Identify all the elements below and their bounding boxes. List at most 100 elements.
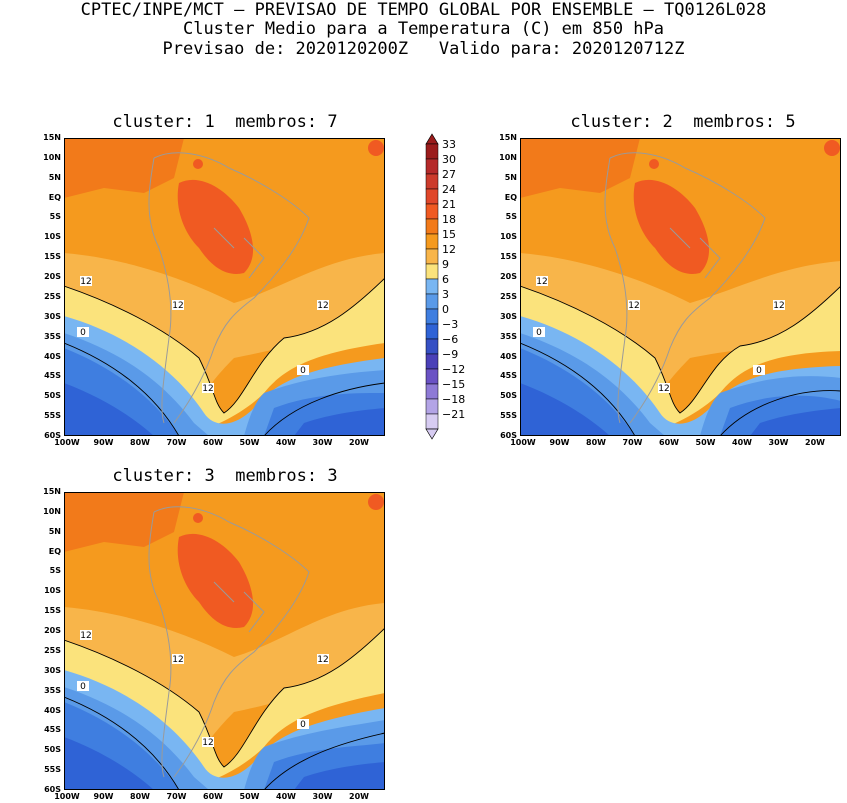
lat-tick-label: 40S [44,705,61,715]
contour-label-bg [317,654,329,664]
lon-tick-label: 90W [93,792,114,801]
lon-tick-label: 80W [586,438,606,447]
contour-0-west [64,342,180,436]
colorbar-swatch [425,398,439,415]
lat-tick-label: 30S [44,665,61,675]
lon-tick-label: 80W [130,438,150,447]
colorbar-level-label: 12 [442,243,456,256]
map-frame [64,492,385,790]
lat-tick-label: 50S [44,745,61,755]
colorbar: 33 30 27 24 21 18 15 12 9 6 3 0 −3 −6 −9 −12 −15 −18 −21 [424,132,484,442]
lat-tick-label: 35S [44,685,61,695]
panel-1-title: cluster: 1 membros: 7 [112,112,338,132]
colorbar-level-label: 30 [442,153,456,166]
lat-tick-label: 15S [44,252,61,262]
lat-tick-label: 5N [48,172,61,182]
lon-tick-label: 100W [54,438,80,447]
contour-0-east [263,382,385,436]
lat-tick-label: 25S [44,291,61,301]
contour-label: 12 [628,301,639,311]
contour-label: 12 [80,631,91,641]
band-21-24 [177,179,254,274]
lat-tick-label: 10S [44,232,61,242]
contour-label: 0 [536,328,542,338]
lat-tick-label: 25S [44,645,61,655]
lon-tick-label: 20W [349,438,369,447]
colorbar-swatch [425,368,439,385]
contour-label: 12 [202,738,213,748]
contour-label: 12 [773,301,784,311]
lon-tick-label: 30W [312,438,333,447]
band-12-15 [64,603,385,762]
lon-tick-label: 20W [349,792,369,801]
band-12-15 [520,253,841,408]
contour-label-bg [658,383,670,393]
band-0-3 [64,702,385,790]
contour-label: 12 [317,655,328,665]
contour-0-east [263,732,385,790]
lon-tick-label: 100W [510,438,536,447]
colorbar-swatch [425,218,439,235]
band-21-24 [177,533,254,628]
lon-tick-label: 90W [93,438,114,447]
contour-label-bg [533,327,545,337]
header-line-3: Previsao de: 2020120200Z Valido para: 20… [162,39,685,59]
colorbar-swatch [425,188,439,205]
band-minus3-0 [520,383,841,436]
contour-0-east [719,390,841,436]
colorbar-swatch [425,233,439,250]
contour-12 [64,277,385,414]
lon-tick-label: 100W [54,792,80,801]
lat-tick-label: EQ [504,192,517,202]
contour-label: 0 [756,366,762,376]
colorbar-swatch [425,413,439,430]
colorbar-level-label: −9 [442,348,459,361]
colorbar-level-label: 18 [442,213,456,226]
lat-tick-label: 60S [44,431,61,440]
lat-tick-label: EQ [48,546,61,556]
colorbar-swatch [425,383,439,400]
colorbar-level-label: −18 [442,393,466,406]
contour-label-bg [773,300,785,310]
band-0-3 [520,348,841,436]
lat-tick-label: 20S [44,272,61,282]
contour-label-bg [80,630,92,640]
lat-tick-label: 40S [500,351,517,361]
contour-label-bg [753,365,765,375]
panel-3-title: cluster: 3 membros: 3 [112,466,338,486]
band-18-21-north [520,138,640,198]
colorbar-level-label: 24 [442,183,456,196]
lat-tick-label: 5S [49,566,61,576]
colorbar-swatch [425,323,439,340]
lon-tick-label: 50W [239,792,260,801]
lat-tick-label: 15N [43,487,61,496]
lat-tick-label: 15S [44,606,61,616]
colorbar-swatch [425,278,439,295]
panel-1-map: 12 12 12 0 0 12 [64,138,385,436]
colorbar-level-label: −3 [442,318,459,331]
lon-tick-label: 60W [203,792,223,801]
coastline-west [148,511,172,778]
colorbar-swatch [425,143,439,160]
contour-label-bg [172,300,184,310]
lat-tick-label: 5S [505,212,517,222]
colorbar-level-label: 33 [442,138,456,151]
lat-tick-label: 5N [48,526,61,536]
header-line-2: Cluster Medio para a Temperatura (C) em … [182,19,665,39]
colorbar-max-arrow [425,133,439,145]
lat-tick-label: 45S [500,371,517,381]
contour-label-bg [172,654,184,664]
map-frame [520,138,841,436]
political-borders [669,227,721,279]
colorbar-level-label: −21 [442,408,466,421]
header-line-1: CPTEC/INPE/MCT — PREVISAO DE TEMPO GLOBA… [80,0,767,20]
lat-tick-label: EQ [48,192,61,202]
band-0-3 [64,348,385,436]
contour-label-bg [77,681,89,691]
contour-label: 0 [80,328,86,338]
lat-tick-label: 15S [500,252,517,262]
colorbar-min-arrow [425,428,439,440]
lat-tick-label: 55S [44,765,61,775]
colorbar-level-label: −15 [442,378,466,391]
colorbar-swatch [425,263,439,280]
